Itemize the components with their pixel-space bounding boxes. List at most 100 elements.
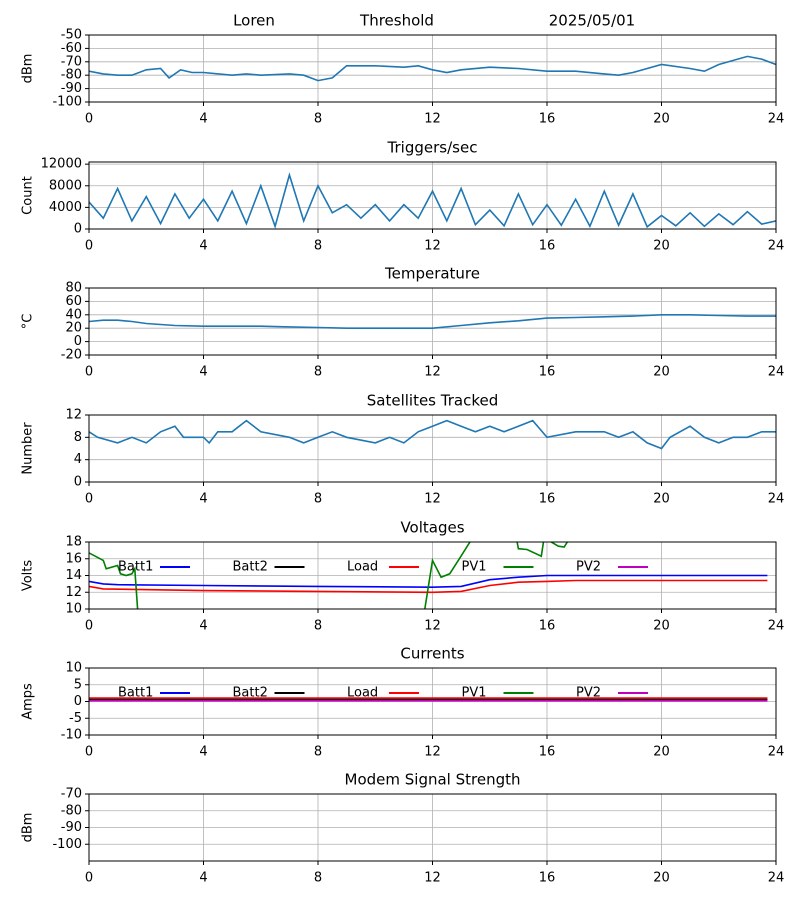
x-tick-label: 24 [768, 492, 785, 507]
y-tick-label: 12 [65, 408, 82, 423]
chart-title-right: 2025/05/01 [549, 12, 635, 30]
x-tick-label: 12 [424, 492, 441, 507]
y-axis-label: Volts [21, 560, 36, 592]
y-tick-label: 0 [74, 222, 82, 237]
chart-title: Modem Signal Strength [345, 771, 521, 789]
y-tick-label: 4 [74, 452, 82, 467]
y-tick-label: 18 [65, 535, 82, 550]
x-tick-label: 12 [424, 239, 441, 254]
x-tick-label: 4 [199, 239, 207, 254]
y-tick-label: 8000 [49, 178, 82, 193]
y-axis-label: Number [21, 422, 36, 475]
plot-frame [88, 287, 777, 356]
series-line [89, 574, 768, 589]
x-tick-label: 20 [653, 492, 670, 507]
x-tick-label: 20 [653, 239, 670, 254]
chart-title: Voltages [400, 519, 464, 537]
plot-frame [88, 414, 777, 483]
x-tick-label: 12 [424, 871, 441, 886]
y-axis-label: Count [21, 176, 36, 215]
plot-frame [88, 667, 777, 736]
y-tick-label: -70 [61, 54, 82, 69]
x-tick-label: 0 [85, 745, 93, 760]
x-tick-label: 4 [199, 492, 207, 507]
chart-title: Satellites Tracked [367, 392, 498, 410]
x-tick-label: 8 [314, 871, 322, 886]
y-tick-label: 60 [65, 294, 82, 309]
y-tick-label: 20 [65, 321, 82, 336]
legend-label: Load [347, 686, 378, 701]
x-tick-label: 16 [539, 239, 556, 254]
x-tick-label: 12 [424, 112, 441, 127]
plot-frame [88, 34, 777, 103]
y-tick-label: 0 [74, 475, 82, 490]
x-tick-label: 16 [539, 365, 556, 380]
y-tick-label: 8 [74, 430, 82, 445]
y-tick-label: -20 [61, 348, 82, 363]
x-tick-label: 8 [314, 239, 322, 254]
y-axis-label: dBm [21, 54, 36, 84]
x-tick-label: 24 [768, 112, 785, 127]
y-tick-label: 40 [65, 307, 82, 322]
x-tick-label: 0 [85, 619, 93, 634]
legend-label: Load [347, 560, 378, 575]
y-tick-label: 10 [65, 602, 82, 617]
y-tick-label: -70 [61, 787, 82, 802]
y-tick-label: -100 [52, 95, 82, 110]
y-tick-label: -90 [61, 81, 82, 96]
legend-label: PV2 [576, 686, 601, 701]
plot-frame [88, 161, 777, 230]
y-tick-label: -60 [61, 41, 82, 56]
x-tick-label: 0 [85, 112, 93, 127]
x-tick-label: 16 [539, 492, 556, 507]
legend-label: PV2 [576, 560, 601, 575]
y-tick-label: 16 [65, 551, 82, 566]
y-tick-label: 0 [74, 694, 82, 709]
x-tick-label: 4 [199, 619, 207, 634]
y-tick-label: -80 [61, 68, 82, 83]
x-tick-label: 4 [199, 745, 207, 760]
legend-label: PV1 [462, 560, 487, 575]
series-line [89, 55, 776, 82]
x-tick-label: 8 [314, 492, 322, 507]
chart-title: Temperature [384, 265, 480, 283]
x-tick-label: 16 [539, 745, 556, 760]
y-tick-label: 14 [65, 568, 82, 583]
y-tick-label: -50 [61, 28, 82, 43]
x-tick-label: 0 [85, 492, 93, 507]
x-tick-label: 4 [199, 365, 207, 380]
x-tick-label: 20 [653, 619, 670, 634]
chart-title: Triggers/sec [387, 139, 478, 157]
y-tick-label: -80 [61, 803, 82, 818]
series-line [89, 419, 776, 450]
x-tick-label: 20 [653, 365, 670, 380]
x-tick-label: 20 [653, 112, 670, 127]
x-tick-label: 8 [314, 745, 322, 760]
y-tick-label: 10 [65, 661, 82, 676]
x-tick-label: 24 [768, 745, 785, 760]
x-tick-label: 12 [424, 619, 441, 634]
chart-title-left: Loren [233, 12, 275, 30]
x-tick-label: 0 [85, 365, 93, 380]
x-tick-label: 16 [539, 619, 556, 634]
plot-frame [88, 793, 777, 862]
legend-label: Batt2 [233, 560, 268, 575]
x-tick-label: 0 [85, 871, 93, 886]
x-tick-label: 24 [768, 619, 785, 634]
y-axis-label: °C [21, 314, 36, 330]
x-tick-label: 8 [314, 112, 322, 127]
y-tick-label: -5 [69, 711, 82, 726]
x-tick-label: 12 [424, 365, 441, 380]
series-line [89, 314, 776, 329]
x-tick-label: 8 [314, 365, 322, 380]
chart-title: Currents [400, 645, 464, 663]
y-tick-label: -90 [61, 820, 82, 835]
legend-label: PV1 [462, 686, 487, 701]
legend-label: Batt1 [118, 686, 153, 701]
x-tick-label: 20 [653, 871, 670, 886]
series-line [89, 172, 776, 229]
series-line [89, 579, 768, 594]
y-tick-label: 12 [65, 585, 82, 600]
x-tick-label: 16 [539, 871, 556, 886]
